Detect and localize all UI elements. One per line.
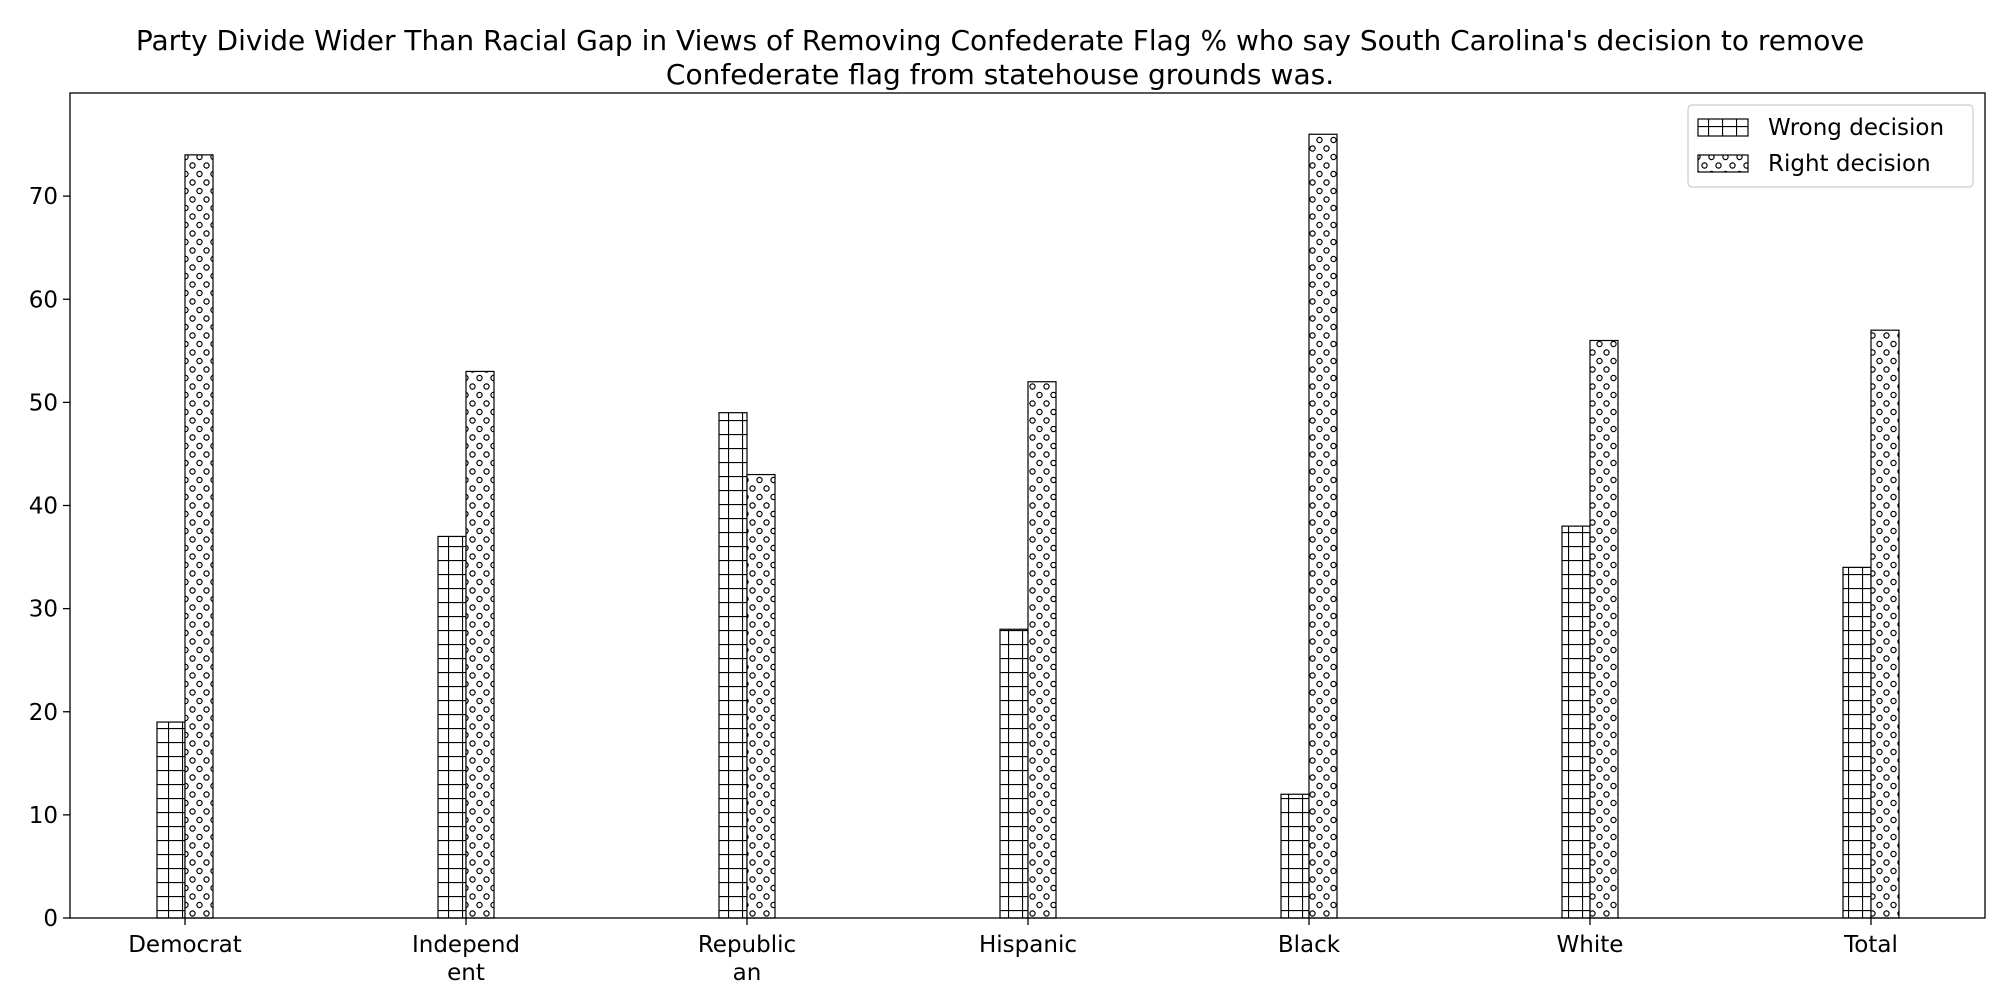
legend-box — [1687, 104, 1974, 188]
bar-wrong-2 — [718, 412, 748, 919]
x-tick-label: Total — [1843, 932, 1898, 958]
bar-right-1 — [465, 370, 495, 919]
y-tick-label: 0 — [43, 906, 58, 932]
bar-wrong-3 — [999, 628, 1029, 919]
y-tick-label: 30 — [29, 597, 58, 623]
bar-wrong-0 — [156, 721, 186, 919]
y-tick-label: 70 — [29, 184, 58, 210]
legend-label-wrong: Wrong decision — [1768, 115, 1944, 141]
legend: Wrong decision Right decision — [1687, 104, 1974, 188]
bar-right-4 — [1308, 133, 1338, 919]
chart-title-line: Party Divide Wider Than Racial Gap in Vi… — [136, 24, 1864, 57]
y-tick-label: 60 — [29, 287, 58, 313]
x-tick-label: ent — [447, 960, 485, 986]
bar-right-2 — [746, 473, 776, 919]
y-axis-ticks: 0 10 20 30 40 50 60 70 — [29, 184, 70, 932]
bar-wrong-1 — [437, 535, 467, 919]
y-tick-label: 20 — [29, 700, 58, 726]
bar-right-3 — [1027, 381, 1057, 919]
y-tick-label: 40 — [29, 494, 58, 520]
bar-wrong-4 — [1280, 793, 1310, 919]
y-tick-label: 10 — [29, 803, 58, 829]
legend-label-right: Right decision — [1768, 151, 1931, 177]
x-tick-label: White — [1557, 932, 1624, 958]
bars — [156, 133, 1900, 919]
chart-title: Party Divide Wider Than Racial Gap in Vi… — [136, 24, 1864, 91]
legend-swatch-right — [1697, 154, 1749, 173]
x-tick-label: Republic — [698, 932, 796, 958]
x-tick-label: Hispanic — [979, 932, 1077, 958]
chart-title-line: Confederate flag from statehouse grounds… — [666, 58, 1334, 91]
bar-wrong-6 — [1842, 566, 1872, 919]
bar-right-6 — [1870, 329, 1900, 919]
legend-swatch-wrong — [1697, 118, 1749, 137]
x-tick-label: Black — [1278, 932, 1341, 958]
bar-right-0 — [184, 154, 214, 919]
x-tick-label: Independ — [412, 932, 520, 958]
x-tick-label: Democrat — [128, 932, 242, 958]
x-tick-label: an — [733, 960, 762, 986]
y-tick-label: 50 — [29, 390, 58, 416]
bar-wrong-5 — [1561, 525, 1591, 919]
bar-right-5 — [1589, 339, 1619, 919]
